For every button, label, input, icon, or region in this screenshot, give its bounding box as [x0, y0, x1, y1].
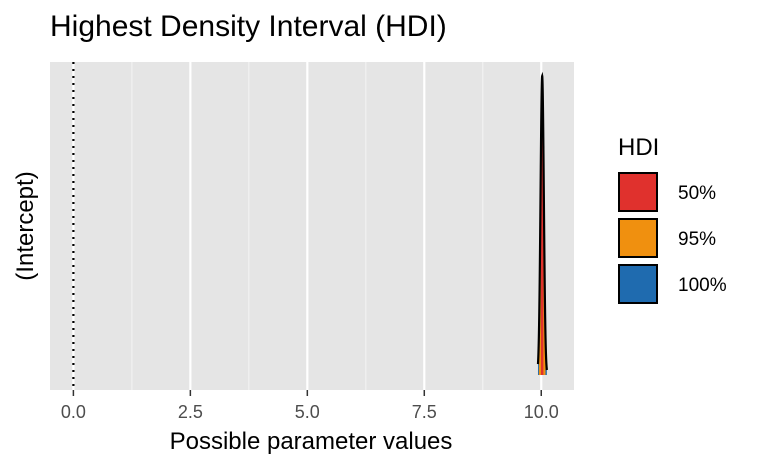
- x-axis-ticks: [72, 390, 542, 396]
- x-tick-label: 2.5: [178, 402, 203, 422]
- legend-item-95: 95%: [618, 218, 716, 264]
- chart-title: Highest Density Interval (HDI): [50, 10, 447, 43]
- minor-gridlines: [131, 62, 484, 390]
- legend-title: HDI: [618, 134, 660, 161]
- legend-swatch-100: [618, 264, 658, 304]
- plot-panel: [50, 62, 574, 390]
- density-outline: [536, 71, 548, 371]
- x-axis-label: Possible parameter values: [169, 428, 453, 455]
- x-tick-label: 10.0: [524, 402, 559, 422]
- y-axis-label: (Intercept): [12, 171, 39, 281]
- density-group: [536, 71, 548, 375]
- legend-label-95: 95%: [678, 229, 717, 250]
- x-axis-tick-labels: 0.0 2.5 5.0 7.5 10.0: [61, 402, 559, 422]
- legend-item-100: 100%: [618, 264, 727, 310]
- x-tick-label: 0.0: [61, 402, 86, 422]
- legend-swatch-50: [618, 172, 658, 212]
- x-tick-label: 5.0: [295, 402, 320, 422]
- legend-swatch-95: [618, 218, 658, 258]
- x-tick-label: 7.5: [412, 402, 437, 422]
- legend-label-50: 50%: [678, 183, 717, 204]
- legend-item-50: 50%: [618, 172, 716, 218]
- legend: HDI 50% 95% 100%: [618, 134, 727, 310]
- legend-label-100: 100%: [678, 275, 727, 296]
